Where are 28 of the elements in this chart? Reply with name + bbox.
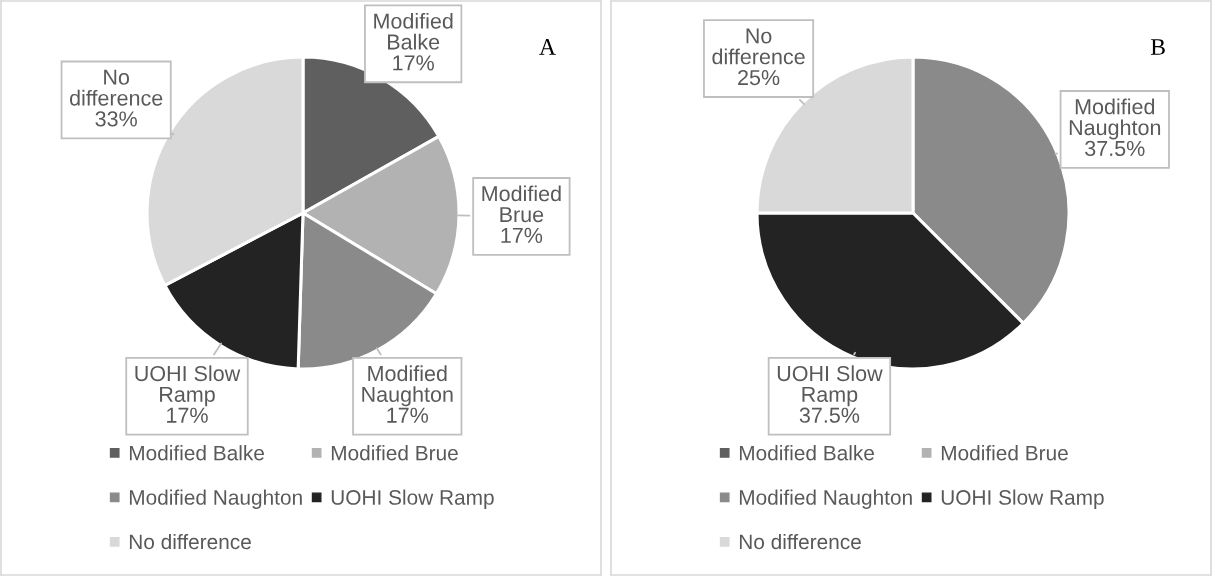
legend-label: Modified Balke	[129, 445, 264, 461]
slice-label: No difference	[69, 69, 163, 106]
legend-label: Modified Brue	[941, 445, 1068, 461]
data-label: 37.5%	[1085, 140, 1145, 157]
legend-label: Modified Brue	[331, 445, 458, 461]
text: A	[539, 39, 556, 55]
data-label: 17%	[393, 55, 434, 71]
data-label: 17%	[387, 407, 429, 423]
legend-label: Modified Naughton	[129, 489, 302, 509]
slice-label: Modified Brue	[482, 185, 561, 223]
slice-label: Modified Balke	[374, 12, 453, 50]
slice-label: Modified Naughton	[362, 365, 453, 407]
slice-label: No difference	[712, 28, 805, 65]
legend-label: No difference	[739, 533, 861, 550]
data-label: 37.5%	[799, 407, 860, 423]
data-label: 25%	[738, 69, 780, 86]
slice-label: UOHI Slow Ramp	[777, 365, 883, 407]
data-label: 17%	[501, 227, 543, 243]
chart-title: B	[1150, 39, 1165, 55]
legend-label: UOHI Slow Ramp	[331, 489, 494, 509]
data-label: 17%	[167, 407, 208, 423]
legend-label: No difference	[129, 533, 251, 550]
data-label: 33%	[95, 111, 137, 127]
slice-label: Modified Naughton	[1069, 98, 1161, 140]
slice-label: UOHI Slow Ramp	[135, 365, 241, 407]
legend-label: Modified Balke	[739, 445, 874, 461]
legend-label: Modified Naughton	[739, 489, 912, 509]
legend-label: UOHI Slow Ramp	[941, 489, 1104, 509]
